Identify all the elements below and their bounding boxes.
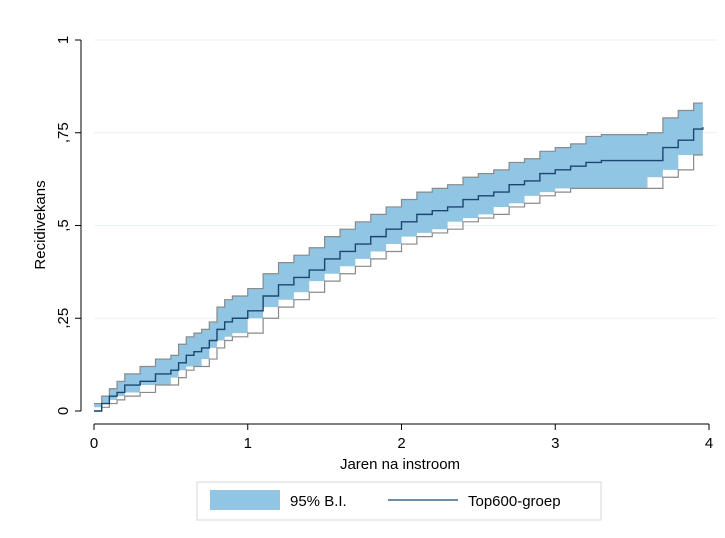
y-axis-label: Recidivekans [32, 180, 49, 269]
legend-band-swatch [210, 490, 280, 510]
legend: 95% B.I. Top600-groep [197, 482, 601, 520]
x-tick-label-1: 1 [244, 435, 252, 452]
y-tick-label-4: 1 [55, 36, 72, 44]
y-tick-label-3: ,75 [55, 122, 72, 143]
y-tick-label-1: ,25 [55, 308, 72, 329]
legend-band-label: 95% B.I. [290, 493, 347, 510]
confidence-band [94, 103, 703, 411]
x-tick-label-3: 3 [551, 435, 559, 452]
x-tick-label-2: 2 [397, 435, 405, 452]
y-tick-label-0: 0 [55, 407, 72, 415]
x-tick-label-4: 4 [705, 435, 713, 452]
legend-line-label: Top600-groep [468, 493, 561, 510]
ci-band-area [94, 103, 703, 411]
x-tick-label-0: 0 [90, 435, 98, 452]
y-tick-label-2: ,5 [55, 219, 72, 232]
ci-lower-edge [94, 155, 703, 411]
x-axis-label: Jaren na instroom [340, 456, 460, 473]
